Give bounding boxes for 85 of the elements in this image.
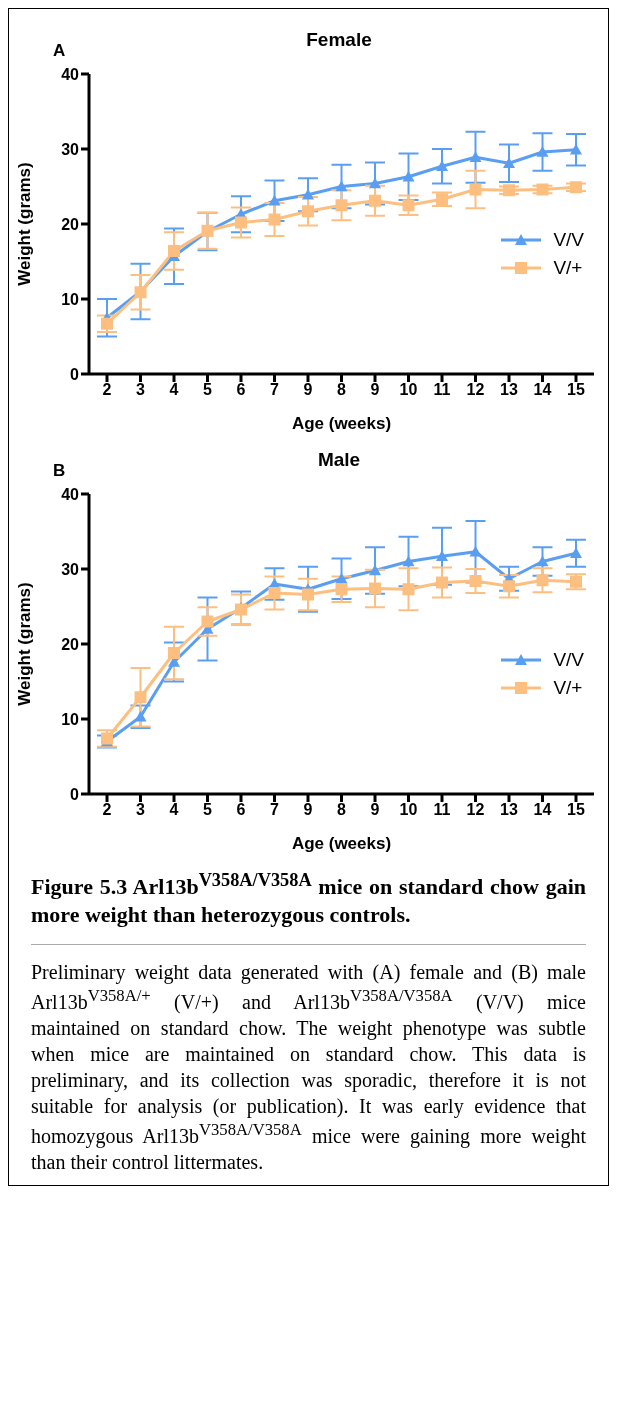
point [436,576,448,589]
point [302,588,314,601]
y-tick-label: 40 [61,65,80,83]
point [503,184,515,197]
x-tick-label: 3 [136,801,146,819]
point [436,193,448,206]
x-tick-label: 15 [567,801,585,819]
point [469,575,482,587]
x-tick-label: 15 [567,381,585,399]
y-tick-label: 0 [70,785,80,803]
x-tick-label: 2 [102,801,112,819]
x-tick-label: 7 [270,801,280,819]
x-tick-label: 9 [370,381,380,399]
y-tick-label: 30 [61,560,80,578]
x-axis-title: Age (weeks) [291,414,392,433]
point [268,587,281,599]
point [201,615,214,628]
point [536,183,549,196]
x-axis-title: Age (weeks) [291,834,392,853]
x-tick-label: 14 [533,381,552,399]
legend-label: V/V [553,649,584,671]
y-tick-label: 20 [61,215,80,233]
caption: Figure 5.3 Arl13b$^{V358A/V358A}$ mice on standard chow gain more weight than heterozygous controls. [31,869,586,946]
point [101,317,113,330]
point [268,213,281,226]
x-tick-label: 14 [533,801,552,819]
x-tick-label: 7 [270,381,280,399]
y-tick-label: 20 [61,635,80,653]
point [134,691,147,704]
x-tick-label: 4 [169,381,179,399]
x-tick-label: 13 [500,381,518,399]
x-tick-label: 5 [203,801,213,819]
point [503,580,515,593]
x-tick-label: 9 [303,801,313,819]
x-tick-label: 6 [236,381,246,399]
legend-label: V/+ [553,257,583,279]
y-tick-label: 30 [61,140,80,158]
y-axis-title: Weight (grams) [15,162,35,286]
point [402,555,415,567]
point [570,181,582,194]
point [536,146,549,157]
x-tick-label: 2 [102,381,112,399]
point [369,582,381,595]
x-tick-label: 11 [433,381,451,399]
y-tick-label: 40 [61,485,80,503]
x-tick-label: 12 [466,801,485,819]
point [369,194,381,207]
text: A [53,41,66,61]
y-tick-label: 10 [61,290,80,308]
x-tick-label: 10 [399,801,418,819]
legend-label: V/+ [553,677,583,699]
y-tick-label: 10 [61,710,80,728]
x-tick-label: 8 [337,801,347,819]
x-tick-label: 8 [337,381,347,399]
x-tick-label: 10 [399,381,418,399]
point [570,575,582,588]
x-tick-label: 9 [370,801,380,819]
point [402,583,415,596]
text: Preliminary weight data generated with (A) female and (B) male Arl13b$^{V358A/+}$ (V/+) and Arl13b$^{V358A/V358A}$ (V/V) mice maintained on standard chow. The weight phenotype was subtle when mice are maintained on standard chow. This data is preliminary, and its collection was sporadic, therefore it is not suitable for analysis (or publication). It was early evidence that homozygous Arl13b$^{V358A/V358A}$ mice were gaining more weight than their control littermates. [31,961,586,1173]
point [235,216,247,229]
chart-title: Male [316,449,362,471]
x-tick-label: 11 [433,801,451,819]
point [402,199,415,212]
point [168,245,180,257]
x-tick-label: 4 [169,801,179,819]
x-tick-label: 13 [500,801,518,819]
point [302,205,314,218]
text: B [53,461,66,481]
point [536,574,549,587]
x-tick-label: 12 [466,381,485,399]
y-tick-label: 0 [70,365,80,383]
point [536,555,549,567]
point [335,199,348,212]
point [469,151,482,163]
y-axis-title: Weight (grams) [15,582,35,706]
x-tick-label: 9 [303,381,313,399]
x-tick-label: 5 [203,381,213,399]
x-tick-label: 6 [236,801,246,819]
point [469,183,482,196]
chart-title: Female [305,29,373,51]
point [168,647,180,659]
point [335,583,348,596]
legend-label: V/V [553,229,584,251]
x-tick-label: 3 [136,381,146,399]
point [335,180,348,192]
